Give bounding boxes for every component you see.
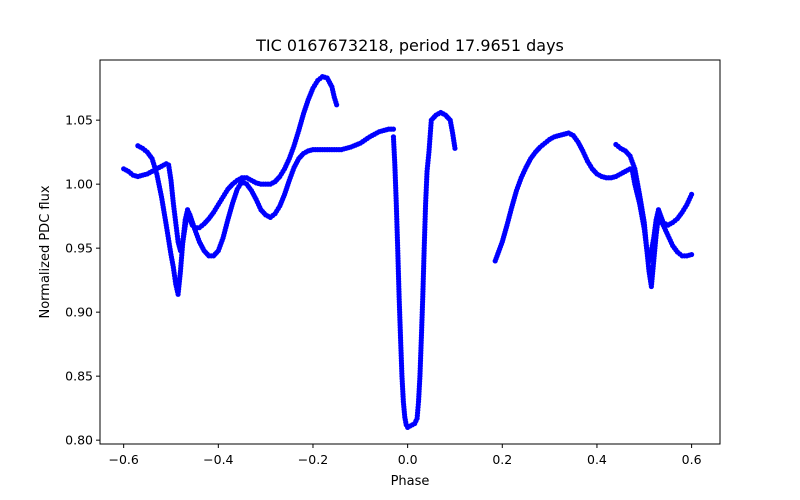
data-point — [452, 145, 458, 151]
y-tick-label: 0.95 — [65, 241, 93, 256]
x-axis-label: Phase — [391, 474, 430, 489]
x-tick-label: 0.6 — [682, 452, 702, 467]
y-tick-label: 0.85 — [65, 369, 93, 384]
y-tick-label: 0.90 — [65, 305, 93, 320]
x-tick-label: 0.4 — [587, 452, 607, 467]
plot-frame — [99, 59, 721, 445]
x-tick-label: −0.6 — [108, 452, 138, 467]
y-tick-label: 1.05 — [65, 113, 93, 128]
y-axis-label: Normalized PDC flux — [38, 185, 53, 318]
data-point — [334, 102, 340, 108]
data-point — [689, 191, 695, 197]
x-tick-label: 0.2 — [492, 452, 512, 467]
y-tick-label: 1.00 — [65, 177, 93, 192]
chart-title: TIC 0167673218, period 17.9651 days — [255, 36, 564, 55]
y-tick-label: 0.80 — [65, 433, 93, 448]
data-point — [390, 126, 397, 132]
x-tick-label: −0.2 — [298, 452, 328, 467]
data-point — [689, 251, 695, 258]
x-tick-label: −0.4 — [203, 452, 233, 467]
x-axis: −0.6 −0.4 −0.2 0.0 0.2 0.4 0.6 — [108, 444, 702, 467]
x-tick-label: 0.0 — [398, 452, 418, 467]
data-points — [121, 74, 695, 430]
y-axis: 0.80 0.85 0.90 0.95 1.00 1.05 — [65, 113, 100, 448]
